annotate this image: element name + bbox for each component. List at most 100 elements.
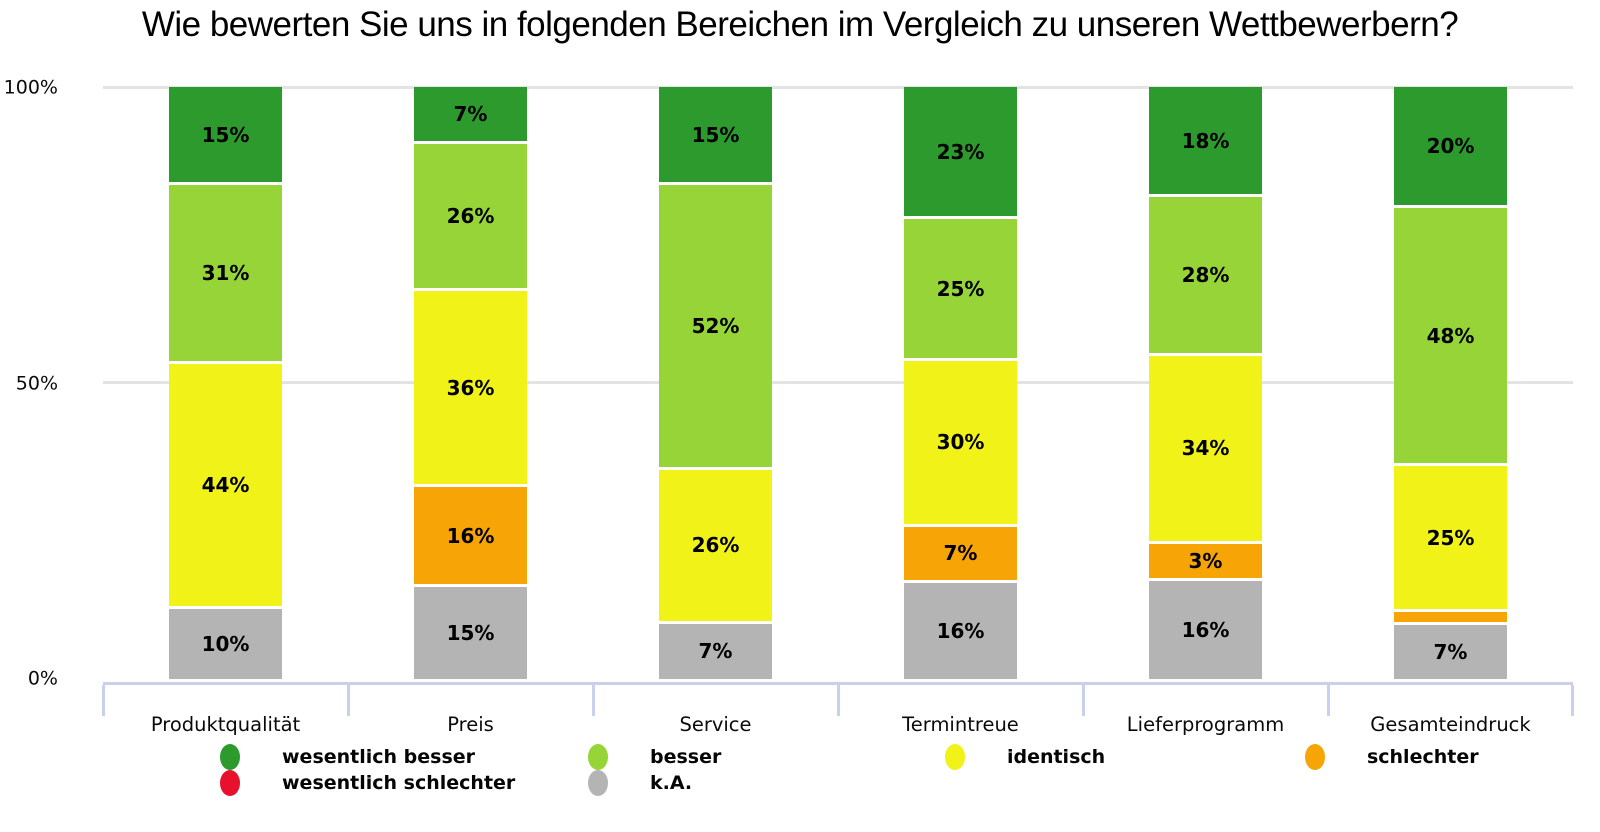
bar-segment-ka: 7%	[659, 623, 772, 679]
segment-value-label: 26%	[691, 533, 740, 558]
segment-value-label: 3%	[1188, 549, 1223, 574]
stacked-bar: 15% 52% 26% 7%	[659, 87, 772, 679]
gridline-50	[103, 381, 1573, 384]
bar-segment-wesentlich-besser: 20%	[1394, 87, 1507, 206]
segment-value-label: 31%	[201, 261, 250, 286]
segment-value-label: 15%	[201, 122, 250, 147]
segment-value-label: 16%	[936, 618, 985, 643]
stacked-bar: 7% 26% 36% 16% 15%	[414, 87, 527, 679]
x-axis-cell: Termintreue	[837, 685, 1083, 736]
y-axis-tick-0: 0%	[27, 667, 58, 690]
segment-value-label: 52%	[691, 314, 740, 339]
bar-segment-besser: 25%	[904, 219, 1017, 359]
segment-value-label: 15%	[691, 122, 740, 147]
legend: wesentlich besser besser identisch schlecht…	[0, 742, 1600, 806]
bar-segment-wesentlich-besser: 15%	[169, 87, 282, 183]
legend-label: wesentlich besser	[282, 745, 476, 768]
legend-marker-wesentlich-besser	[220, 744, 240, 770]
gridline-100	[103, 86, 1573, 89]
bar-segment-identisch: 26%	[659, 470, 772, 621]
legend-label: besser	[650, 745, 722, 768]
legend-item-besser: besser	[588, 744, 721, 770]
segment-value-label: 25%	[1426, 525, 1475, 550]
category-label: Termintreue	[902, 712, 1019, 736]
bar-segment-schlechter: 7%	[904, 526, 1017, 580]
bar-segment-wesentlich-besser: 23%	[904, 87, 1017, 217]
bar-segment-identisch: 30%	[904, 361, 1017, 524]
legend-label: wesentlich schlechter	[282, 771, 516, 794]
bar-segment-ka: 16%	[1149, 581, 1262, 679]
bar-segment-identisch: 25%	[1394, 466, 1507, 609]
bar-segment-identisch: 34%	[1149, 356, 1262, 541]
bar-column-3: 15% 52% 26% 7%	[593, 87, 838, 679]
bar-segment-besser: 48%	[1394, 208, 1507, 464]
bar-segment-wesentlich-besser: 7%	[414, 87, 527, 141]
bars: 15% 31% 44% 10% 7% 26% 36% 16% 15% 15% 52% 26% 7% 23%…	[103, 87, 1573, 680]
stacked-bar: 20% 48% 25% 7%	[1394, 87, 1507, 679]
bar-column-1: 15% 31% 44% 10%	[103, 87, 348, 679]
category-label: Preis	[447, 712, 494, 736]
legend-marker-identisch	[944, 744, 965, 770]
x-axis-cell: Lieferprogramm	[1082, 685, 1328, 736]
bar-segment-ka: 15%	[414, 586, 527, 679]
legend-marker-ka	[588, 770, 608, 796]
bar-column-2: 7% 26% 36% 16% 15%	[348, 87, 593, 679]
legend-item-wesentlich-schlechter: wesentlich schlechter	[220, 770, 515, 796]
legend-item-identisch: identisch	[944, 744, 1106, 770]
x-axis: Produktqualität Preis Service Termintreue Li…	[102, 682, 1574, 736]
segment-value-label: 48%	[1426, 323, 1475, 348]
bar-segment-identisch: 44%	[169, 364, 282, 606]
segment-value-label: 7%	[943, 541, 978, 566]
bar-segment-schlechter: 3%	[1149, 543, 1262, 579]
bar-column-4: 23% 25% 30% 7% 16%	[838, 87, 1083, 680]
legend-label: k.A.	[650, 771, 693, 794]
stacked-bar: 23% 25% 30% 7% 16%	[904, 87, 1017, 680]
legend-marker-wesentlich-schlechter	[220, 770, 240, 796]
bar-column-6: 20% 48% 25% 7%	[1328, 87, 1573, 679]
bar-segment-identisch: 36%	[414, 291, 527, 485]
legend-label: schlechter	[1366, 745, 1479, 768]
segment-value-label: 34%	[1181, 436, 1230, 461]
segment-value-label: 28%	[1181, 263, 1230, 288]
x-axis-cell: Preis	[347, 685, 593, 736]
segment-value-label: 18%	[1181, 128, 1230, 153]
segment-value-label: 20%	[1426, 134, 1475, 159]
x-axis-cell: Gesamteindruck	[1327, 685, 1574, 736]
segment-value-label: 36%	[446, 375, 495, 400]
category-label: Lieferprogramm	[1126, 712, 1285, 736]
segment-value-label: 15%	[446, 620, 495, 645]
y-axis-tick-100: 100%	[3, 76, 58, 99]
legend-marker-schlechter	[1304, 744, 1325, 770]
bar-segment-ka: 7%	[1394, 624, 1507, 679]
legend-item-schlechter: schlechter	[1304, 744, 1479, 770]
segment-value-label: 23%	[936, 139, 985, 164]
segment-value-label: 30%	[936, 430, 985, 455]
segment-value-label: 10%	[201, 631, 250, 656]
segment-value-label: 7%	[453, 101, 488, 126]
category-label: Service	[679, 712, 752, 736]
bar-segment-schlechter	[1394, 611, 1507, 622]
bar-segment-wesentlich-besser: 15%	[659, 87, 772, 183]
bar-segment-ka: 16%	[904, 582, 1017, 680]
y-axis-tick-50: 50%	[15, 372, 58, 395]
legend-label: identisch	[1006, 745, 1106, 768]
segment-value-label: 7%	[1433, 639, 1468, 664]
bar-segment-wesentlich-besser: 18%	[1149, 87, 1262, 195]
bar-segment-schlechter: 16%	[414, 487, 527, 584]
x-axis-cell: Produktqualität	[102, 685, 348, 736]
segment-value-label: 16%	[1181, 618, 1230, 643]
x-axis-cell: Service	[592, 685, 838, 736]
stacked-bar: 15% 31% 44% 10%	[169, 87, 282, 679]
bar-segment-besser: 26%	[414, 143, 527, 289]
bar-segment-besser: 28%	[1149, 197, 1262, 354]
category-label: Gesamteindruck	[1370, 712, 1531, 736]
bar-column-5: 18% 28% 34% 3% 16%	[1083, 87, 1328, 679]
plot-area: 15% 31% 44% 10% 7% 26% 36% 16% 15% 15% 52% 26% 7% 23%…	[103, 86, 1573, 680]
bar-segment-besser: 52%	[659, 185, 772, 468]
legend-marker-besser	[588, 744, 608, 770]
bar-segment-besser: 31%	[169, 185, 282, 362]
category-label: Produktqualität	[150, 712, 301, 736]
segment-value-label: 7%	[698, 639, 733, 664]
segment-value-label: 25%	[936, 276, 985, 301]
